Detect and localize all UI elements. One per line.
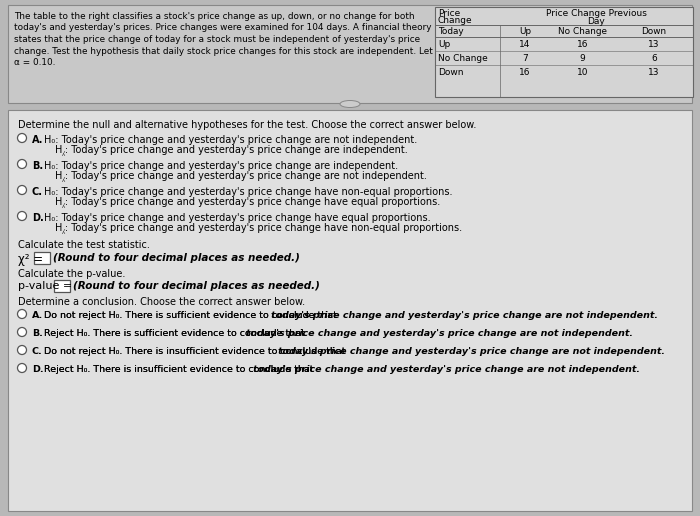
- Text: 16: 16: [519, 68, 531, 77]
- Circle shape: [18, 134, 27, 142]
- Text: H₀: Today's price change and yesterday's price change are not independent.: H₀: Today's price change and yesterday's…: [44, 135, 417, 145]
- Text: Do not reject H₀. There is sufficient evidence to conclude that: Do not reject H₀. There is sufficient ev…: [44, 311, 340, 320]
- Circle shape: [18, 328, 27, 336]
- Text: Calculate the p-value.: Calculate the p-value.: [18, 269, 125, 279]
- Text: Determine the null and alternative hypotheses for the test. Choose the correct a: Determine the null and alternative hypot…: [18, 120, 477, 130]
- FancyBboxPatch shape: [8, 110, 692, 511]
- Text: today's and yesterday's prices. Price changes were examined for 104 days. A fina: today's and yesterday's prices. Price ch…: [14, 24, 431, 33]
- Text: H₀: Today's price change and yesterday's price change are independent.: H₀: Today's price change and yesterday's…: [44, 161, 398, 171]
- Text: χ² =: χ² =: [18, 253, 43, 266]
- Text: p-value =: p-value =: [18, 281, 72, 291]
- Text: A.: A.: [32, 311, 43, 320]
- Text: Reject H₀. There is sufficient evidence to conclude that: Reject H₀. There is sufficient evidence …: [44, 329, 308, 338]
- Text: B.: B.: [32, 161, 43, 171]
- Text: The table to the right classifies a stock's price change as up, down, or no chan: The table to the right classifies a stoc…: [14, 12, 414, 21]
- Text: today's price change and yesterday's price change are not independent.: today's price change and yesterday's pri…: [253, 365, 640, 374]
- Text: Reject H₀. There is insufficient evidence to conclude that: Reject H₀. There is insufficient evidenc…: [44, 365, 316, 374]
- Text: H⁁: Today's price change and yesterday's price change have equal proportions.: H⁁: Today's price change and yesterday's…: [55, 197, 440, 208]
- Text: Up: Up: [438, 40, 450, 49]
- Text: Do not reject H₀. There is insufficient evidence to conclude that: Do not reject H₀. There is insufficient …: [44, 347, 349, 356]
- Text: 13: 13: [648, 68, 659, 77]
- Text: Up: Up: [519, 27, 531, 36]
- Text: Down: Down: [641, 27, 666, 36]
- Text: 16: 16: [577, 40, 588, 49]
- Text: 14: 14: [519, 40, 531, 49]
- Text: H₀: Today's price change and yesterday's price change have equal proportions.: H₀: Today's price change and yesterday's…: [44, 213, 431, 223]
- Text: Reject H₀. There is insufficient evidence to conclude that: Reject H₀. There is insufficient evidenc…: [44, 365, 316, 374]
- Text: (Round to four decimal places as needed.): (Round to four decimal places as needed.…: [53, 253, 300, 263]
- Text: 6: 6: [651, 54, 657, 63]
- Text: states that the price change of today for a stock must be independent of yesterd: states that the price change of today fo…: [14, 35, 420, 44]
- Text: B.: B.: [32, 329, 43, 338]
- Text: 13: 13: [648, 40, 659, 49]
- Text: change. Test the hypothesis that daily stock price changes for this stock are in: change. Test the hypothesis that daily s…: [14, 46, 433, 56]
- Text: D.: D.: [32, 213, 43, 223]
- Text: (Round to four decimal places as needed.): (Round to four decimal places as needed.…: [73, 281, 320, 291]
- Text: A.: A.: [32, 135, 43, 145]
- Text: H⁁: Today's price change and yesterday's price change are not independent.: H⁁: Today's price change and yesterday's…: [55, 171, 427, 182]
- Text: Down: Down: [438, 68, 463, 77]
- Text: Change: Change: [438, 16, 472, 25]
- FancyBboxPatch shape: [8, 5, 692, 103]
- Text: D.: D.: [32, 365, 43, 374]
- Text: Day: Day: [587, 17, 606, 26]
- Text: Price: Price: [438, 9, 461, 18]
- FancyBboxPatch shape: [435, 7, 693, 97]
- Text: C.: C.: [32, 347, 43, 356]
- Text: H⁁: Today's price change and yesterday's price change have non-equal proportions: H⁁: Today's price change and yesterday's…: [55, 223, 462, 234]
- Text: No Change: No Change: [438, 54, 488, 63]
- Circle shape: [18, 363, 27, 373]
- Circle shape: [18, 310, 27, 318]
- Text: Do not reject H₀. There is sufficient evidence to conclude that: Do not reject H₀. There is sufficient ev…: [44, 311, 340, 320]
- Ellipse shape: [340, 101, 360, 107]
- Text: today's price change and yesterday's price change are not independent.: today's price change and yesterday's pri…: [271, 311, 658, 320]
- Text: H⁁: Today's price change and yesterday's price change are independent.: H⁁: Today's price change and yesterday's…: [55, 145, 407, 156]
- FancyBboxPatch shape: [34, 252, 50, 264]
- Text: today's price change and yesterday's price change are not independent.: today's price change and yesterday's pri…: [279, 347, 665, 356]
- Circle shape: [18, 212, 27, 220]
- Text: 10: 10: [577, 68, 588, 77]
- Text: today's price change and yesterday's price change are not independent.: today's price change and yesterday's pri…: [246, 329, 634, 338]
- Circle shape: [18, 159, 27, 169]
- Text: C.: C.: [32, 187, 43, 197]
- Text: H₀: Today's price change and yesterday's price change have non-equal proportions: H₀: Today's price change and yesterday's…: [44, 187, 452, 197]
- Text: Do not reject H₀. There is insufficient evidence to conclude that: Do not reject H₀. There is insufficient …: [44, 347, 349, 356]
- Text: Price Change Previous: Price Change Previous: [546, 9, 647, 18]
- Text: Determine a conclusion. Choose the correct answer below.: Determine a conclusion. Choose the corre…: [18, 297, 305, 307]
- Text: Calculate the test statistic.: Calculate the test statistic.: [18, 240, 150, 250]
- Circle shape: [18, 185, 27, 195]
- Text: No Change: No Change: [558, 27, 607, 36]
- Text: 9: 9: [580, 54, 585, 63]
- Text: Today: Today: [438, 27, 463, 36]
- Circle shape: [18, 346, 27, 354]
- Text: Reject H₀. There is sufficient evidence to conclude that: Reject H₀. There is sufficient evidence …: [44, 329, 308, 338]
- FancyBboxPatch shape: [54, 280, 70, 292]
- Text: 7: 7: [522, 54, 528, 63]
- Text: α = 0.10.: α = 0.10.: [14, 58, 55, 67]
